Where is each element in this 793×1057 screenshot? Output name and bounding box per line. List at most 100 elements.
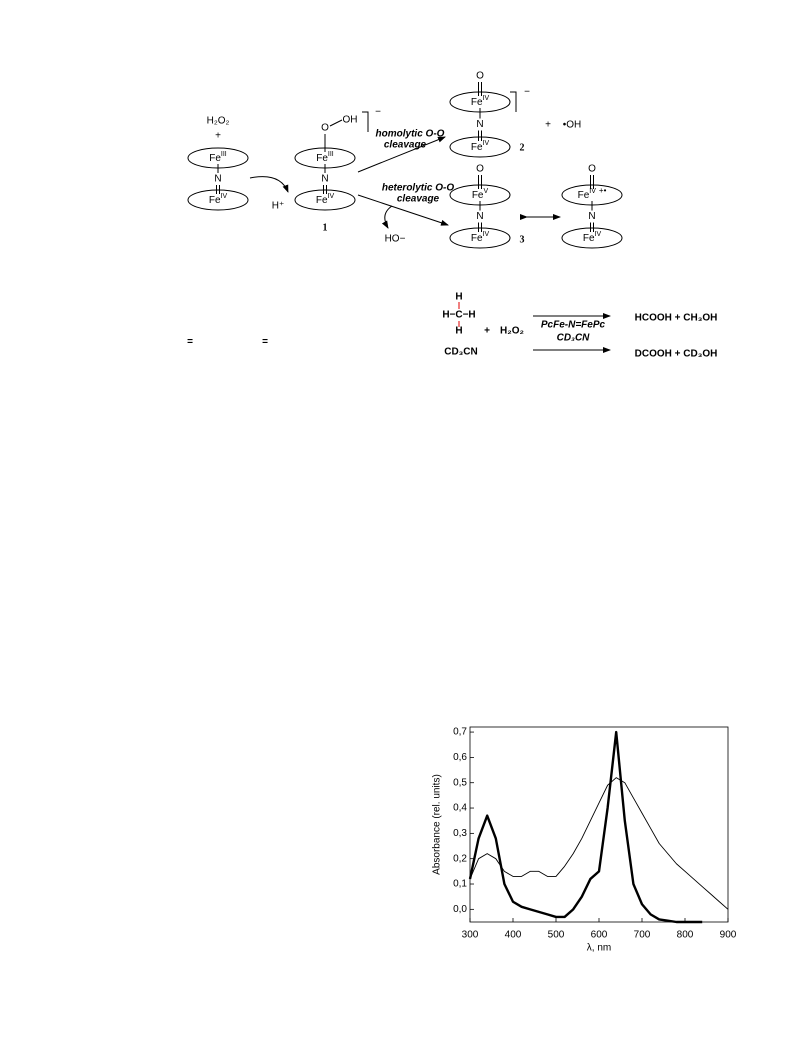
element: Fe (471, 233, 483, 244)
oxidation-state: III (221, 151, 227, 158)
nitrogen: N (476, 211, 483, 222)
annotation: heterolytic O-O (382, 183, 454, 194)
oxygen: O (588, 164, 596, 175)
macrocycle (294, 189, 356, 211)
plus: + (484, 326, 490, 337)
iron-label: FeV (472, 188, 489, 201)
stray-mark: = (187, 337, 193, 348)
y-tick-label: 0,4 (453, 803, 467, 814)
compound-number: 2 (520, 142, 525, 153)
bracket (510, 91, 517, 112)
atom: H−C−H (442, 310, 475, 321)
oxidation-state: IV (483, 95, 490, 102)
iron-label: FeIV (583, 231, 602, 244)
element: Fe (472, 190, 484, 201)
x-axis-label: λ, nm (587, 943, 611, 954)
products: HCOOH + CH₃OH (635, 313, 718, 324)
atom: H (455, 292, 462, 303)
y-axis-label: Absorbance (rel. units) (432, 774, 443, 875)
oxygen: O (476, 164, 484, 175)
compound-number: 1 (323, 222, 328, 233)
bond (329, 119, 343, 127)
nitrogen: N (476, 119, 483, 130)
radical: •OH (563, 120, 582, 131)
plus: + (215, 131, 221, 142)
compound-number: 3 (520, 234, 525, 245)
y-tick-label: 0,5 (453, 777, 467, 788)
y-tick-label: 0,1 (453, 879, 467, 890)
element: Fe (471, 97, 483, 108)
radical-charge: +• (599, 186, 607, 195)
nitrogen: N (588, 211, 595, 222)
oxygen: O (476, 71, 484, 82)
x-tick-label: 600 (591, 930, 608, 941)
iron-label: FeIII (209, 151, 227, 164)
element: Fe (209, 195, 221, 206)
x-tick-label: 800 (677, 930, 694, 941)
charge: − (524, 87, 530, 98)
reagent: H₂O₂ (207, 116, 230, 127)
spectrum-line (468, 730, 703, 924)
annotation: cleavage (397, 194, 440, 205)
element: Fe (578, 190, 590, 201)
macrocycle (449, 136, 511, 158)
x-tick-label: 400 (505, 930, 522, 941)
iron-label: FeIV (471, 231, 490, 244)
macrocycle (449, 227, 511, 249)
element: Fe (316, 195, 328, 206)
oxidation-state: V (484, 188, 489, 195)
iron-label: FeIV (209, 193, 228, 206)
element: Fe (316, 153, 328, 164)
y-tick-label: 0,7 (453, 727, 467, 738)
y-tick-label: 0,6 (453, 752, 467, 763)
products: DCOOH + CD₃OH (635, 349, 718, 360)
x-tick-label: 500 (548, 930, 565, 941)
medium: CD₃CN (557, 333, 591, 344)
element: Fe (471, 142, 483, 153)
iron-label: FeIV (316, 193, 335, 206)
hydroxyl: OH (343, 115, 358, 126)
stray-mark: = (262, 337, 268, 348)
iron-label: FeIII (316, 151, 334, 164)
plus: + (545, 120, 551, 131)
x-tick-label: 700 (634, 930, 651, 941)
macrocycle (187, 189, 249, 211)
arrow (357, 136, 446, 173)
solvent: CD₃CN (444, 347, 478, 358)
charge: − (375, 107, 381, 118)
x-tick-label: 900 (720, 930, 737, 941)
annotation: homolytic O-O (376, 129, 445, 140)
nitrogen: N (321, 174, 328, 185)
atom: H (455, 326, 462, 337)
y-tick-label: 0,0 (453, 904, 467, 915)
oxidation-state: IV (221, 193, 228, 200)
oxidation-state: III (328, 151, 334, 158)
arrow (357, 194, 449, 226)
x-tick-label: 300 (462, 930, 479, 941)
iron-label: FeIV +• (578, 186, 607, 201)
element: Fe (583, 233, 595, 244)
macrocycle (561, 227, 623, 249)
catalyst: PcFe-N=FePc (541, 320, 606, 331)
annotation: cleavage (384, 140, 427, 151)
oxidation-state: IV (589, 188, 596, 195)
oxygen: O (321, 123, 329, 134)
bracket (362, 111, 369, 132)
oxidation-state: IV (328, 193, 335, 200)
byproduct: HO− (385, 234, 406, 245)
curved-arrow (381, 205, 393, 229)
y-tick-label: 0,3 (453, 828, 467, 839)
iron-label: FeIV (471, 95, 490, 108)
spectrum-line (469, 777, 729, 910)
iron-label: FeIV (471, 140, 490, 153)
oxidation-state: IV (595, 231, 602, 238)
oxidation-state: IV (483, 231, 490, 238)
nitrogen: N (214, 174, 221, 185)
reagent: H₂O₂ (500, 326, 524, 337)
element: Fe (209, 153, 221, 164)
y-tick-label: 0,2 (453, 853, 467, 864)
proton: H⁺ (272, 201, 285, 212)
